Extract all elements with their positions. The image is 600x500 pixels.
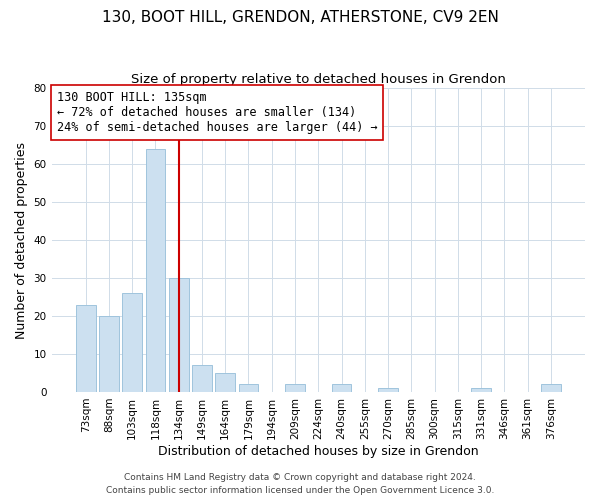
Bar [122, 293, 142, 392]
Bar [378, 388, 398, 392]
Bar [192, 366, 212, 392]
Text: 130 BOOT HILL: 135sqm
← 72% of detached houses are smaller (134)
24% of semi-det: 130 BOOT HILL: 135sqm ← 72% of detached … [57, 91, 377, 134]
Bar [541, 384, 561, 392]
Y-axis label: Number of detached properties: Number of detached properties [15, 142, 28, 338]
Bar [471, 388, 491, 392]
Bar [239, 384, 259, 392]
Bar [285, 384, 305, 392]
Text: Contains HM Land Registry data © Crown copyright and database right 2024.
Contai: Contains HM Land Registry data © Crown c… [106, 474, 494, 495]
X-axis label: Distribution of detached houses by size in Grendon: Distribution of detached houses by size … [158, 444, 479, 458]
Bar [332, 384, 352, 392]
Bar [146, 149, 166, 392]
Bar [76, 304, 95, 392]
Text: 130, BOOT HILL, GRENDON, ATHERSTONE, CV9 2EN: 130, BOOT HILL, GRENDON, ATHERSTONE, CV9… [101, 10, 499, 25]
Bar [99, 316, 119, 392]
Bar [215, 373, 235, 392]
Title: Size of property relative to detached houses in Grendon: Size of property relative to detached ho… [131, 72, 506, 86]
Bar [169, 278, 188, 392]
